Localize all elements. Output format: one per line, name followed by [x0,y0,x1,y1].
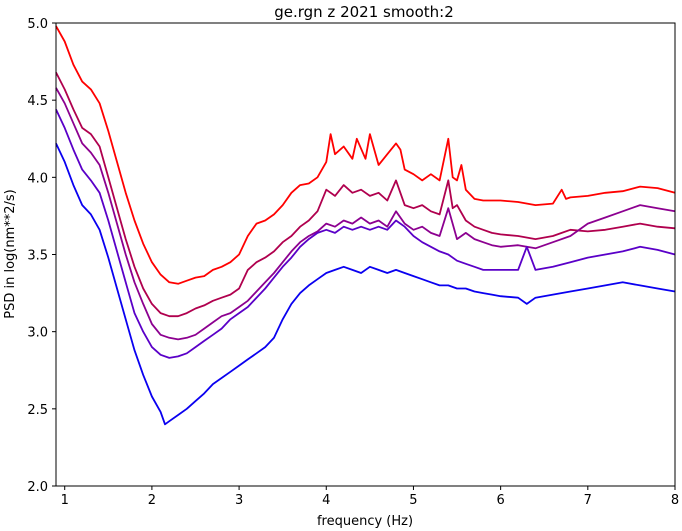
y-tick-label: 3.5 [27,249,48,264]
x-axis: 1 2 3 4 5 6 7 8 [61,486,679,508]
series-line-5 [55,143,676,426]
series-line-2 [55,71,676,318]
x-axis-label: frequency (Hz) [317,514,413,529]
x-tick-label: 2 [148,493,156,508]
x-tick-label: 1 [61,493,69,508]
series-line-4 [55,109,676,359]
x-tick-label: 8 [671,493,679,508]
chart-title: ge.rgn z 2021 smooth:2 [274,3,454,21]
y-tick-label: 5.0 [27,17,48,32]
x-tick-label: 7 [584,493,592,508]
x-tick-label: 6 [496,493,504,508]
y-tick-label: 4.5 [27,94,48,109]
y-tick-label: 3.0 [27,326,48,341]
series-layer [55,25,676,426]
x-tick-label: 3 [235,493,243,508]
x-tick-label: 4 [322,493,330,508]
y-axis: 2.0 2.5 3.0 3.5 4.0 4.5 5.0 [27,17,56,495]
y-tick-label: 2.5 [27,403,48,418]
y-tick-label: 4.0 [27,171,48,186]
y-tick-label: 2.0 [27,480,48,495]
y-axis-label: PSD in log(nm**2/s) [3,189,18,319]
x-tick-label: 5 [409,493,417,508]
series-line-1 [55,25,676,285]
series-line-3 [55,87,676,341]
